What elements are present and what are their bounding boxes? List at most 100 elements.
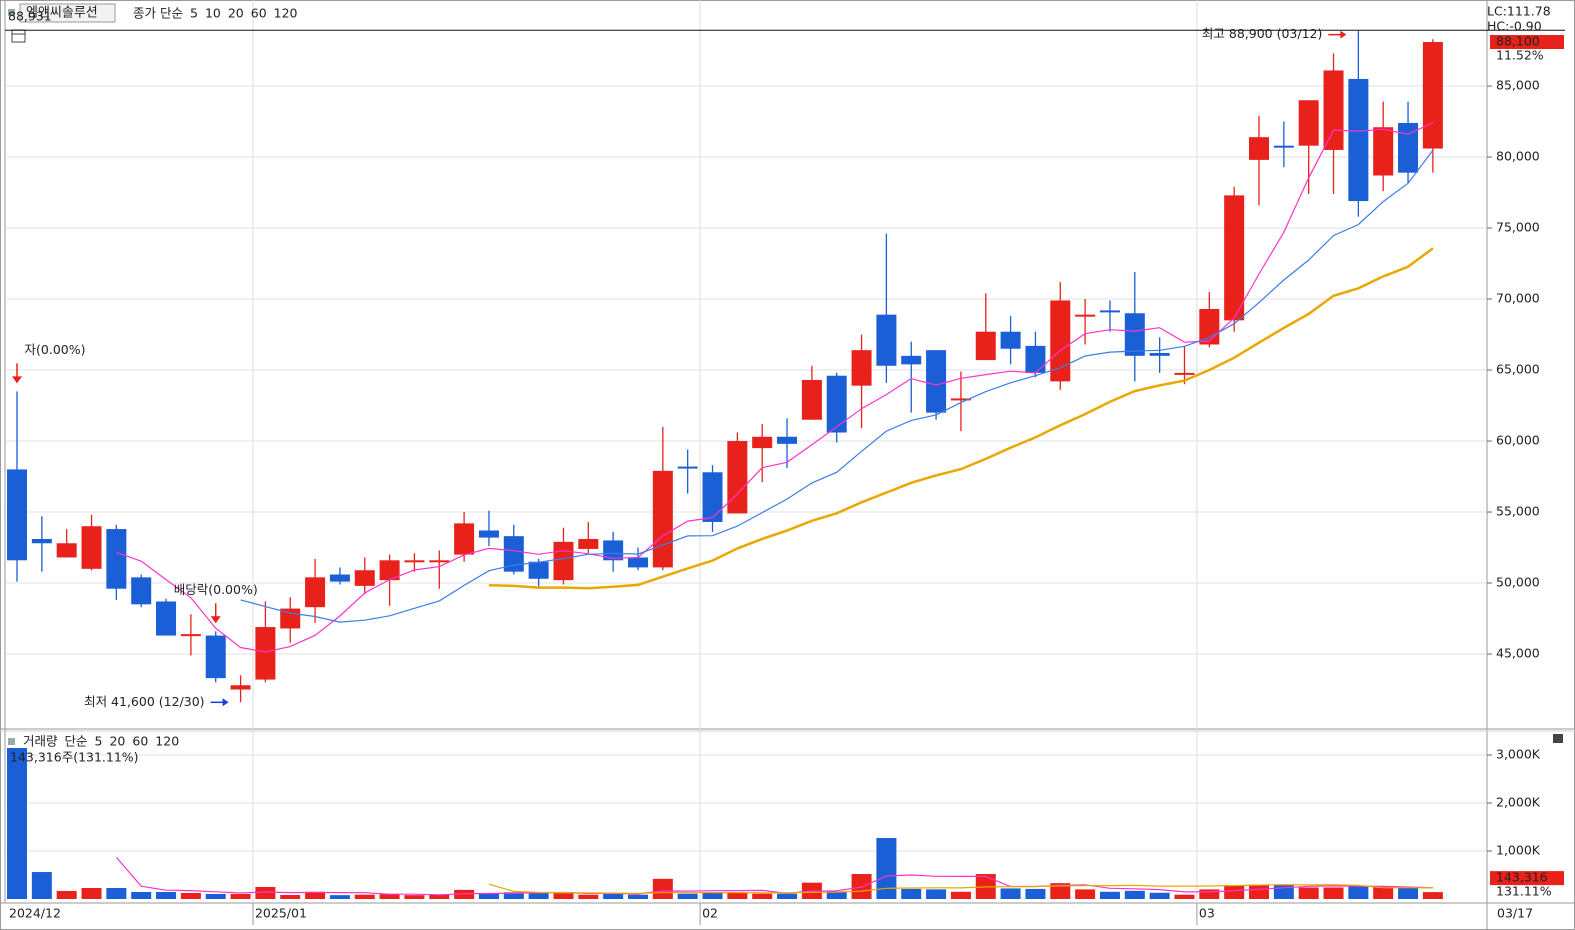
moving-average-line: [115, 857, 1433, 896]
candle-body: [553, 541, 574, 581]
event-label: 배당락(0.00%): [174, 582, 258, 597]
candle-body: [255, 627, 276, 680]
calendar-icon[interactable]: [11, 29, 26, 43]
volume-bar: [1099, 891, 1120, 899]
candle-body: [826, 375, 847, 433]
ratio-label: 131.11%: [1496, 884, 1552, 899]
volume-bar: [652, 878, 673, 899]
candle-body: [1174, 372, 1195, 375]
y-tick-label: 65,000: [1496, 362, 1540, 377]
volume-bar: [1398, 887, 1419, 899]
volume-bar: [305, 891, 326, 899]
stock-name[interactable]: 엠앤씨솔루션: [26, 6, 98, 21]
event-label: 자(0.00%): [25, 342, 86, 357]
volume-bar: [1199, 889, 1220, 899]
candle-body: [1373, 127, 1394, 176]
volume-bar: [1149, 892, 1170, 899]
legend-entry: 120: [155, 734, 179, 749]
volume-bar: [1373, 886, 1394, 899]
annotation-arrowhead: [222, 698, 229, 707]
volume-bar: [901, 888, 922, 899]
hc-label: HC:-0.90: [1487, 19, 1542, 34]
candle-body: [727, 441, 748, 514]
legend-entry: 20: [228, 6, 244, 21]
volume-bar: [876, 838, 897, 899]
candle-body: [975, 331, 996, 361]
x-tick-label: 03: [1199, 906, 1215, 921]
candle-body: [528, 561, 549, 579]
candle-body: [1025, 345, 1046, 373]
y-tick-label: 2,000K: [1496, 795, 1541, 810]
volume-bar: [379, 894, 400, 899]
candle-body: [429, 560, 450, 563]
volume-bar: [131, 891, 152, 899]
candle-body: [379, 560, 400, 581]
volume-bar: [230, 894, 251, 899]
volume-bar: [7, 747, 27, 899]
candle-body: [1249, 137, 1269, 160]
volume-bar: [702, 892, 723, 899]
legend-entry: 5: [190, 6, 198, 21]
legend-entry: 20: [109, 734, 125, 749]
candle-body: [1149, 352, 1170, 356]
y-tick-label: 70,000: [1496, 291, 1540, 306]
volume-bar: [752, 893, 773, 899]
stock-name-button[interactable]: [19, 3, 116, 23]
volume-bar: [454, 889, 475, 899]
candle-body: [180, 634, 201, 637]
legend-entry: 60: [132, 734, 148, 749]
volume-bar: [1422, 892, 1443, 899]
volume-bar: [180, 893, 201, 899]
candle-body: [603, 540, 624, 561]
candle-body: [56, 543, 77, 558]
y-tick-label: 60,000: [1496, 433, 1540, 448]
volume-bar: [826, 891, 847, 899]
candle-body: [31, 539, 52, 544]
candle-body: [1224, 195, 1245, 321]
y-tick-label: 1,000K: [1496, 843, 1541, 858]
last-price-label: 88,100: [1496, 34, 1540, 49]
legend-entry: 60: [251, 6, 267, 21]
x-tick-label: 2025/01: [255, 906, 307, 921]
candle-body: [628, 557, 648, 568]
legend-icon: [8, 9, 15, 16]
volume-bar: [553, 893, 574, 899]
volume-bar: [777, 893, 798, 899]
change-label: 11.52%: [1496, 48, 1544, 63]
volume-bar: [478, 893, 499, 899]
volume-bar: [1174, 894, 1195, 899]
y-tick-label: 75,000: [1496, 220, 1540, 235]
last-volume-box: [1490, 871, 1564, 886]
volume-bar: [727, 892, 748, 899]
event-arrowhead: [210, 616, 221, 624]
candle-body: [305, 577, 326, 608]
top-line-label: 88,931: [8, 9, 52, 24]
volume-bar: [1025, 888, 1046, 899]
y-tick-label: 55,000: [1496, 504, 1540, 519]
candle-body: [7, 469, 27, 561]
candle-body: [503, 536, 524, 572]
moving-average-line: [488, 883, 1433, 894]
volume-bar: [354, 894, 375, 899]
volume-bar: [404, 895, 425, 899]
plot-layer: 2024/12 2025/01 02 03 03/17 45,000 50,000 55,00…: [5, 0, 1565, 925]
volume-bar: [31, 872, 52, 899]
candle-body: [1124, 313, 1145, 356]
candle-body: [1273, 145, 1294, 148]
moving-average-line: [488, 247, 1434, 590]
candle-body: [677, 466, 698, 469]
volume-bar: [255, 887, 276, 899]
x-last-date: 03/17: [1497, 906, 1533, 921]
legend-prefix: 거래량: [23, 734, 58, 749]
y-tick-label: 50,000: [1496, 575, 1540, 590]
volume-bar: [926, 889, 947, 899]
volume-bar: [1348, 886, 1369, 899]
candle-body: [1199, 308, 1220, 345]
volume-bar: [329, 895, 350, 899]
close-button[interactable]: [1553, 734, 1563, 743]
volume-bar: [677, 893, 698, 899]
volume-bar: [280, 895, 301, 899]
volume-bar: [603, 893, 624, 899]
